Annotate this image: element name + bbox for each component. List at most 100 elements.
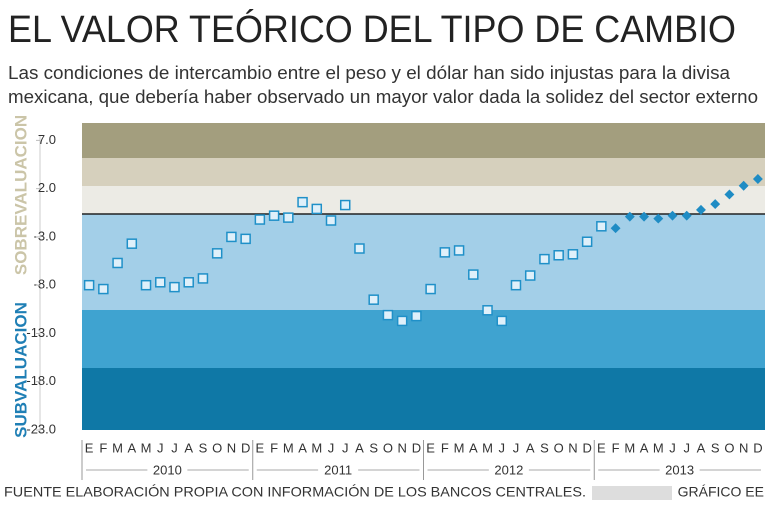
subtitle-line: mexicana, que debería haber observado un… <box>8 87 758 107</box>
year-label: 2013 <box>665 462 694 477</box>
point <box>624 211 635 222</box>
y-tick-label: -18.0 <box>26 373 56 388</box>
x-tick-label: A <box>127 440 136 455</box>
year-label: 2012 <box>494 462 523 477</box>
x-tick-label: M <box>454 440 465 455</box>
x-tick-label: J <box>157 440 164 455</box>
point <box>354 243 365 254</box>
y-tick-label: -23.0 <box>26 421 56 436</box>
point <box>567 249 579 260</box>
point <box>724 189 735 200</box>
point <box>639 211 650 222</box>
band <box>82 186 765 214</box>
point <box>610 223 621 234</box>
x-tick-label: E <box>597 440 606 455</box>
x-tick-label: A <box>298 440 307 455</box>
x-tick-label: A <box>697 440 706 455</box>
year-label-bg <box>318 462 359 478</box>
point <box>126 238 138 249</box>
footer-credit: GRÁFICO EE <box>678 484 764 500</box>
x-tick-label: O <box>724 440 734 455</box>
x-tick-label: A <box>184 440 193 455</box>
point <box>155 277 166 288</box>
point <box>382 309 394 321</box>
point <box>311 203 323 215</box>
point <box>240 233 251 245</box>
x-tick-label: E <box>85 440 94 455</box>
x-tick-label: A <box>640 440 649 455</box>
footer-source: FUENTE ELABORACIÓN PROPIA CON INFORMACIÓ… <box>4 484 586 500</box>
x-tick-label: O <box>212 440 222 455</box>
x-tick-label: N <box>397 440 406 455</box>
x-tick-label: M <box>653 440 664 455</box>
year-label-bg <box>147 462 188 478</box>
point <box>439 247 451 258</box>
point <box>752 174 763 184</box>
y-tick-label: -8.0 <box>34 277 56 292</box>
x-tick-label: J <box>342 440 349 455</box>
band <box>82 310 765 368</box>
year-label: 2010 <box>153 462 182 477</box>
x-tick-label: D <box>241 440 250 455</box>
x-tick-label: D <box>582 440 591 455</box>
x-tick-label: S <box>369 440 378 455</box>
x-tick-label: M <box>141 440 152 455</box>
point <box>710 199 721 210</box>
point <box>211 248 223 259</box>
point <box>596 221 607 232</box>
y-tick-label: -3.0 <box>34 228 56 243</box>
band <box>82 158 765 186</box>
point <box>268 210 280 221</box>
point <box>653 213 664 224</box>
point <box>539 253 550 265</box>
x-tick-label: O <box>554 440 564 455</box>
x-tick-label: M <box>283 440 294 455</box>
x-tick-label: J <box>499 440 506 455</box>
point <box>482 305 493 316</box>
band <box>82 214 765 310</box>
x-tick-label: F <box>270 440 278 455</box>
annotation: SUBVALUACION <box>11 302 30 438</box>
x-tick-label: D <box>753 440 762 455</box>
point <box>140 279 152 291</box>
point <box>681 210 692 221</box>
point <box>297 196 308 208</box>
x-tick-label: S <box>711 440 720 455</box>
x-tick-label: J <box>328 440 335 455</box>
bands <box>39 123 765 432</box>
point <box>169 281 180 293</box>
point <box>553 250 564 261</box>
point <box>396 315 408 327</box>
point <box>339 199 351 211</box>
x-tick-label: F <box>612 440 620 455</box>
x-tick-label: J <box>669 440 676 455</box>
x-tick-label: S <box>540 440 549 455</box>
point <box>325 215 337 226</box>
band <box>82 368 765 430</box>
point <box>738 180 749 191</box>
point <box>696 204 706 215</box>
x-tick-label: A <box>469 440 478 455</box>
year-label-bg <box>488 462 529 478</box>
x-tick-label: F <box>441 440 449 455</box>
year-label: 2011 <box>324 462 352 477</box>
point <box>98 283 109 295</box>
x-tick-label: N <box>568 440 577 455</box>
x-tick-label: S <box>199 440 208 455</box>
x-tick-label: J <box>683 440 690 455</box>
point <box>453 245 465 256</box>
x-tick-label: M <box>112 440 123 455</box>
point <box>524 270 536 281</box>
point <box>425 283 436 295</box>
x-tick-label: M <box>624 440 635 455</box>
point <box>510 279 522 291</box>
x-tick-label: M <box>311 440 322 455</box>
point <box>283 212 294 223</box>
y-tick-label: 2.0 <box>38 180 56 195</box>
x-tick-label: O <box>383 440 393 455</box>
x-tick-label: E <box>426 440 435 455</box>
point <box>581 236 593 247</box>
annotation: SOBREVALUACION <box>11 115 30 275</box>
x-tick-label: N <box>227 440 236 455</box>
